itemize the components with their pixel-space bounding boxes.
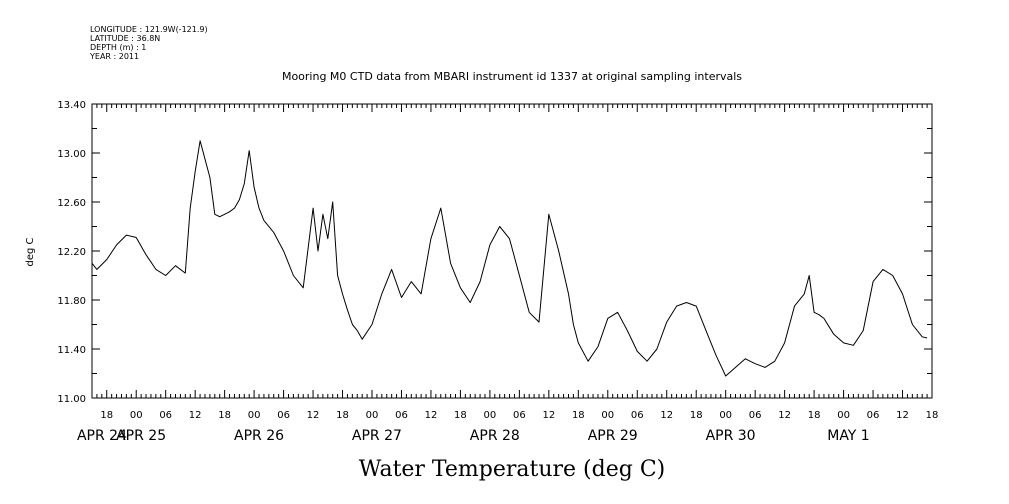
x-hour-label: 18: [690, 410, 703, 421]
x-day-label: MAY 1: [827, 428, 869, 444]
plot-frame: [91, 103, 933, 399]
x-axis-title: Water Temperature (deg C): [359, 457, 666, 482]
y-tick-label: 13.40: [57, 100, 86, 111]
x-hour-label: 00: [484, 410, 497, 421]
x-hour-label: 12: [542, 410, 555, 421]
series-group: [91, 140, 928, 377]
x-day-label: APR 27: [352, 428, 402, 444]
y-tick-label: 12.20: [57, 247, 86, 258]
x-hour-label: 06: [631, 410, 644, 421]
x-hour-label: 18: [572, 410, 585, 421]
x-day-label: APR 29: [588, 428, 638, 444]
x-hour-label: 12: [778, 410, 791, 421]
x-hour-label: 06: [159, 410, 172, 421]
x-hour-label: 12: [189, 410, 202, 421]
year-label: YEAR : 2011: [89, 52, 139, 61]
x-hour-label: 00: [837, 410, 850, 421]
y-axis-label: deg C: [25, 237, 36, 266]
x-hour-label: 18: [218, 410, 231, 421]
y-tick-label: 12.60: [57, 198, 86, 209]
x-hour-label: 18: [100, 410, 113, 421]
y-tick-label: 11.40: [57, 345, 86, 356]
x-hour-label: 06: [513, 410, 526, 421]
depth-label: DEPTH (m) : 1: [90, 43, 146, 52]
x-hour-label: 06: [867, 410, 880, 421]
x-hour-label: 12: [660, 410, 673, 421]
y-tick-label: 11.00: [57, 394, 86, 405]
y-tick-label: 13.00: [57, 149, 86, 160]
x-day-label: APR 28: [470, 428, 520, 444]
x-hour-label: 00: [130, 410, 143, 421]
x-hour-label: 06: [395, 410, 408, 421]
x-day-label: APR 30: [706, 428, 756, 444]
latitude-label: LATITUDE : 36.8N: [90, 34, 160, 43]
chart-title: Mooring M0 CTD data from MBARI instrumen…: [282, 70, 742, 83]
longitude-label: LONGITUDE : 121.9W(-121.9): [90, 25, 208, 34]
x-hour-label: 06: [277, 410, 290, 421]
x-hour-label: 00: [366, 410, 379, 421]
x-hour-label: 18: [808, 410, 821, 421]
x-day-label: APR 26: [234, 428, 284, 444]
x-hour-label: 18: [336, 410, 349, 421]
series-line: [91, 140, 928, 377]
x-hour-label: 12: [307, 410, 320, 421]
x-hour-label: 18: [926, 410, 939, 421]
axes: 11.00 11.40 11.80 12.20 12.60 13.00 13.40 18 00 0…: [57, 100, 938, 444]
x-hour-label: 18: [454, 410, 467, 421]
x-day-label: APR 25: [116, 428, 166, 444]
x-hour-label: 00: [601, 410, 614, 421]
x-hour-label: 00: [248, 410, 261, 421]
y-tick-label: 11.80: [57, 296, 86, 307]
x-hour-label: 12: [896, 410, 909, 421]
x-hour-label: 06: [749, 410, 762, 421]
x-hour-label: 12: [425, 410, 438, 421]
x-day-label: APR 24: [77, 428, 127, 444]
x-hour-label: 00: [719, 410, 732, 421]
